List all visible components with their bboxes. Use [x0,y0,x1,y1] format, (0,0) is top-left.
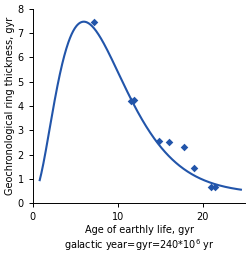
Point [128,99,132,103]
X-axis label: Age of earthly life, gyr
galactic year=gyr=240*10$^6$ yr: Age of earthly life, gyr galactic year=g… [64,225,214,253]
Point [92,20,96,24]
Point [192,166,196,170]
Y-axis label: Geochronological ring thickness, gyr: Geochronological ring thickness, gyr [5,17,15,195]
Point [209,185,213,189]
Point [212,185,216,189]
Point [132,98,136,102]
Point [182,145,186,149]
Point [167,140,171,144]
Point [156,139,160,143]
